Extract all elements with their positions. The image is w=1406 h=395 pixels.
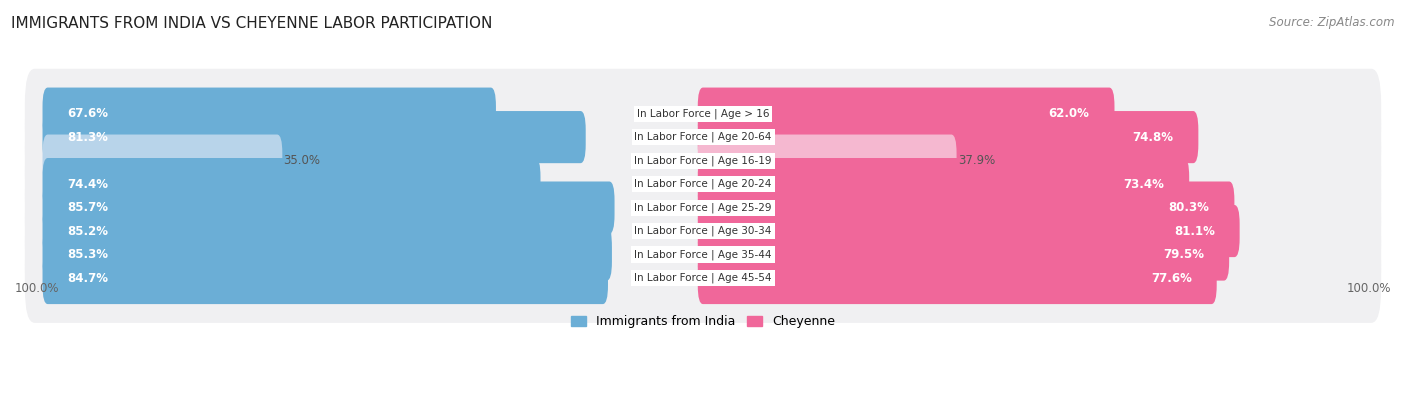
Text: 73.4%: 73.4% <box>1123 178 1164 190</box>
FancyBboxPatch shape <box>697 111 1198 163</box>
Text: In Labor Force | Age > 16: In Labor Force | Age > 16 <box>637 108 769 119</box>
Text: 100.0%: 100.0% <box>1347 282 1391 295</box>
FancyBboxPatch shape <box>25 210 1381 299</box>
Text: 81.1%: 81.1% <box>1174 224 1215 237</box>
Text: In Labor Force | Age 30-34: In Labor Force | Age 30-34 <box>634 226 772 236</box>
Text: 80.3%: 80.3% <box>1168 201 1209 214</box>
Text: 74.8%: 74.8% <box>1132 131 1174 144</box>
Text: IMMIGRANTS FROM INDIA VS CHEYENNE LABOR PARTICIPATION: IMMIGRANTS FROM INDIA VS CHEYENNE LABOR … <box>11 16 492 31</box>
FancyBboxPatch shape <box>25 163 1381 252</box>
FancyBboxPatch shape <box>42 111 586 163</box>
Text: 85.3%: 85.3% <box>67 248 108 261</box>
FancyBboxPatch shape <box>697 205 1240 257</box>
FancyBboxPatch shape <box>42 88 496 140</box>
FancyBboxPatch shape <box>697 228 1229 280</box>
Text: 81.3%: 81.3% <box>67 131 108 144</box>
FancyBboxPatch shape <box>697 181 1234 233</box>
Text: 67.6%: 67.6% <box>67 107 108 120</box>
FancyBboxPatch shape <box>25 139 1381 229</box>
FancyBboxPatch shape <box>42 252 607 304</box>
FancyBboxPatch shape <box>697 88 1115 140</box>
FancyBboxPatch shape <box>25 186 1381 276</box>
FancyBboxPatch shape <box>42 205 612 257</box>
Text: In Labor Force | Age 20-24: In Labor Force | Age 20-24 <box>634 179 772 189</box>
Text: 62.0%: 62.0% <box>1049 107 1090 120</box>
Text: 37.9%: 37.9% <box>957 154 995 167</box>
FancyBboxPatch shape <box>697 158 1189 210</box>
FancyBboxPatch shape <box>42 228 612 280</box>
FancyBboxPatch shape <box>697 135 956 187</box>
Text: In Labor Force | Age 16-19: In Labor Force | Age 16-19 <box>634 155 772 166</box>
FancyBboxPatch shape <box>697 252 1216 304</box>
Text: 85.2%: 85.2% <box>67 224 108 237</box>
Text: 100.0%: 100.0% <box>15 282 59 295</box>
Text: 74.4%: 74.4% <box>67 178 108 190</box>
Text: In Labor Force | Age 25-29: In Labor Force | Age 25-29 <box>634 202 772 213</box>
FancyBboxPatch shape <box>25 233 1381 323</box>
FancyBboxPatch shape <box>25 92 1381 182</box>
FancyBboxPatch shape <box>25 69 1381 158</box>
Legend: Immigrants from India, Cheyenne: Immigrants from India, Cheyenne <box>565 310 841 333</box>
Text: 35.0%: 35.0% <box>284 154 321 167</box>
Text: Source: ZipAtlas.com: Source: ZipAtlas.com <box>1270 16 1395 29</box>
Text: In Labor Force | Age 45-54: In Labor Force | Age 45-54 <box>634 273 772 283</box>
FancyBboxPatch shape <box>42 135 283 187</box>
Text: 79.5%: 79.5% <box>1163 248 1205 261</box>
Text: In Labor Force | Age 35-44: In Labor Force | Age 35-44 <box>634 249 772 260</box>
FancyBboxPatch shape <box>42 158 540 210</box>
Text: 84.7%: 84.7% <box>67 271 108 284</box>
Text: In Labor Force | Age 20-64: In Labor Force | Age 20-64 <box>634 132 772 142</box>
Text: 85.7%: 85.7% <box>67 201 108 214</box>
Text: 77.6%: 77.6% <box>1152 271 1192 284</box>
FancyBboxPatch shape <box>42 181 614 233</box>
FancyBboxPatch shape <box>25 116 1381 205</box>
